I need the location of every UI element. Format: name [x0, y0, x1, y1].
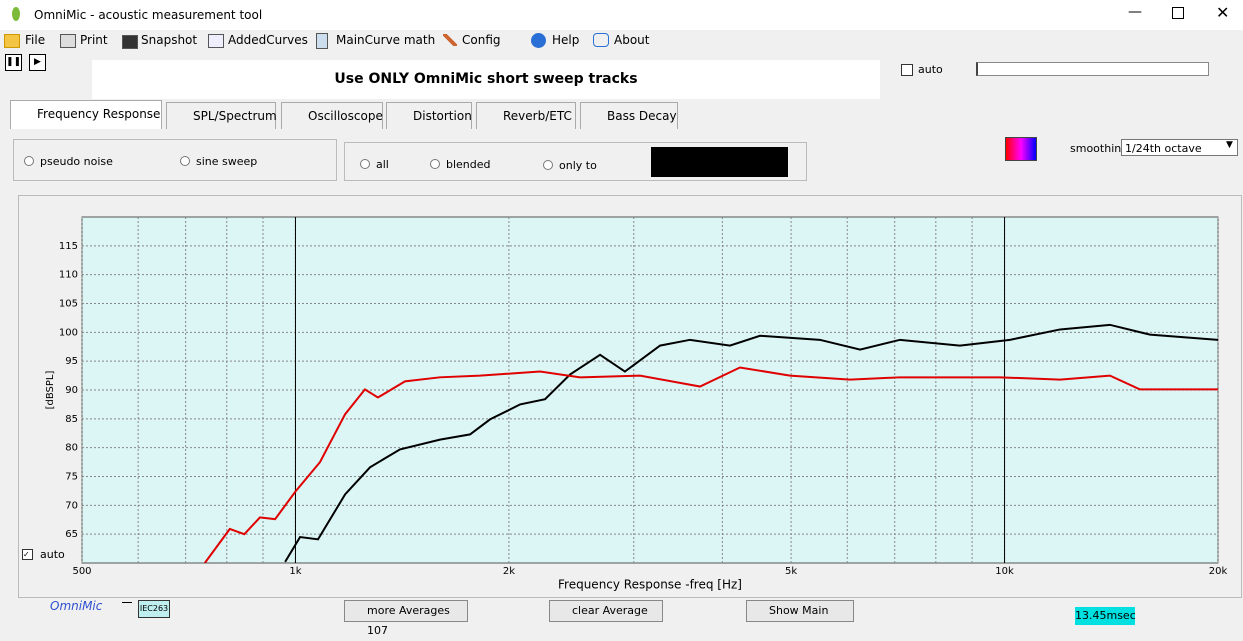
button[interactable]: more Averages 107: [344, 600, 468, 637]
icon: [4, 34, 20, 48]
checkbox[interactable]: [901, 64, 913, 76]
x-axis-title: Frequency Response -freq [Hz]: [558, 578, 742, 592]
app-icon: [12, 7, 20, 21]
signal-group: [13, 139, 337, 181]
y-tick-label: 80: [65, 443, 78, 454]
color-swatch: [651, 147, 788, 177]
curve: [284, 323, 1218, 563]
spectrum-icon[interactable]: [1005, 137, 1037, 161]
close[interactable]: ✕: [1216, 3, 1230, 22]
menu-item[interactable]: Snapshot: [141, 33, 198, 47]
curve: [203, 366, 1218, 563]
y-tick-label: 110: [59, 270, 78, 281]
window-title: OmniMic - acoustic measurement tool: [34, 8, 263, 22]
button[interactable]: Show Main: [746, 600, 854, 622]
icon: [316, 33, 328, 49]
level-bar: [976, 62, 1209, 76]
icon: [593, 33, 609, 47]
y-tick-label: 85: [65, 414, 78, 425]
smoothing-label: smoothing: [1070, 142, 1129, 155]
y-tick-label: 100: [59, 327, 78, 338]
banner: Use ONLY OmniMic short sweep tracks: [92, 60, 880, 99]
x-tick-label: 5k: [785, 566, 797, 577]
icon: [531, 33, 546, 48]
menu-item[interactable]: About: [614, 33, 650, 47]
icon: [122, 35, 138, 49]
menu-item[interactable]: Config: [462, 33, 501, 47]
x-tick-label: 20k: [1209, 566, 1228, 577]
mic-label: IEC263: [138, 600, 170, 618]
menu-item[interactable]: Help: [552, 33, 580, 47]
tab[interactable]: SPL/Spectrum: [166, 102, 277, 129]
icon: [443, 34, 457, 46]
legend-line: [122, 602, 132, 603]
y-tick-label: 90: [65, 385, 78, 396]
checkbox[interactable]: ✓: [22, 549, 33, 560]
menu-item[interactable]: MainCurve math: [336, 33, 436, 47]
radio[interactable]: pseudo noise: [24, 155, 113, 168]
y-tick-label: 95: [65, 356, 78, 367]
tab[interactable]: Oscilloscope: [281, 102, 383, 129]
x-tick-label: 10k: [995, 566, 1014, 577]
x-tick-label: 500: [72, 566, 91, 577]
tab[interactable]: Distortion: [386, 102, 472, 129]
chart: 500 1k 2k 5k 10k 20k 65 70 75 80 85 90 95 100 105 110 11…: [45, 216, 1228, 592]
dropdown-arrow[interactable]: ▼: [1226, 140, 1233, 150]
time-display: 13.45msec: [1075, 607, 1136, 625]
pause-button[interactable]: ❚❚: [5, 54, 22, 71]
minimize[interactable]: —: [1128, 4, 1142, 20]
brand: OmniMic: [50, 599, 103, 613]
maximize[interactable]: [1172, 7, 1184, 19]
radio[interactable]: only to: [543, 159, 597, 172]
tab-active[interactable]: Frequency Response: [10, 100, 162, 129]
menu-item[interactable]: Print: [80, 33, 108, 47]
x-tick-label: 1k: [289, 566, 301, 577]
menu-item[interactable]: AddedCurves: [228, 33, 308, 47]
x-tick-label: 2k: [503, 566, 515, 577]
display-group: [344, 142, 807, 181]
y-tick-label: 105: [59, 299, 78, 310]
icon: [208, 34, 224, 48]
checkbox-label: auto: [918, 63, 943, 76]
icon: [60, 34, 76, 48]
y-tick-label: 115: [59, 241, 78, 252]
y-axis-title: [dBSPL]: [45, 371, 56, 410]
smoothing-select[interactable]: 1/24th octave: [1121, 139, 1238, 156]
title-bar: OmniMic - acoustic measurement tool — ✕: [0, 0, 1243, 30]
radio-selected[interactable]: all: [360, 158, 389, 171]
menu-item[interactable]: File: [25, 33, 46, 47]
y-tick-label: 70: [65, 500, 78, 511]
play-button[interactable]: ▶: [29, 54, 46, 71]
radio[interactable]: blended: [430, 158, 491, 171]
checkbox-label: auto: [40, 548, 65, 561]
y-tick-label: 75: [65, 472, 78, 483]
button[interactable]: clear Average: [549, 600, 663, 622]
y-tick-label: 65: [65, 529, 78, 540]
tab[interactable]: Bass Decay: [580, 102, 678, 129]
radio-selected[interactable]: sine sweep: [180, 155, 257, 168]
tab[interactable]: Reverb/ETC: [476, 102, 576, 129]
